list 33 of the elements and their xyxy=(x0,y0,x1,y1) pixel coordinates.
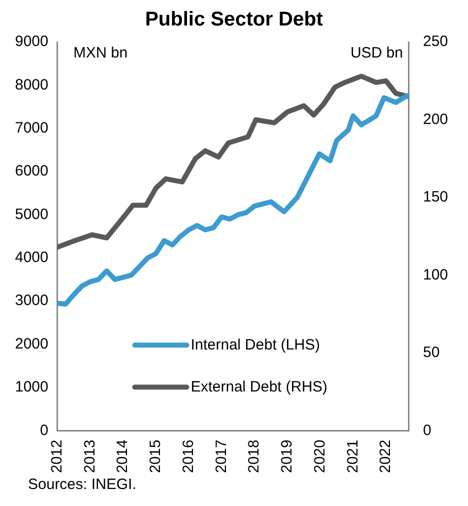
y2-tick-label: 150 xyxy=(422,188,448,206)
y-tick-label: 7000 xyxy=(14,120,48,137)
y-tick-label: 2000 xyxy=(14,335,48,352)
y-tick-label: 9000 xyxy=(14,33,48,50)
y2-axis-title: USD bn xyxy=(350,44,403,62)
y-tick-label: 4000 xyxy=(14,249,48,266)
y-tick-label: 8000 xyxy=(14,76,48,94)
x-tick-label: 2020 xyxy=(311,440,328,474)
x-tick-label: 2014 xyxy=(114,440,132,474)
x-tick-label: 2015 xyxy=(147,440,164,474)
y-tick-label: 1000 xyxy=(14,378,48,396)
legend-label: Internal Debt (LHS) xyxy=(190,336,320,354)
x-tick-label: 2021 xyxy=(344,440,362,474)
y2-tick-label: 100 xyxy=(422,266,448,284)
x-tick-label: 2018 xyxy=(246,440,263,474)
x-tick-label: 2012 xyxy=(48,440,66,474)
y-axis-title: MXN bn xyxy=(73,44,128,62)
y2-tick-label: 200 xyxy=(422,110,448,128)
y-tick-label: 5000 xyxy=(14,206,48,223)
x-tick-label: 2022 xyxy=(377,440,394,474)
x-tick-label: 2013 xyxy=(81,440,98,474)
y2-tick-label: 50 xyxy=(422,344,440,362)
x-tick-label: 2016 xyxy=(180,440,197,474)
y-tick-label: 3000 xyxy=(14,292,48,310)
x-tick-label: 2017 xyxy=(212,440,230,474)
source-note: Sources: INEGI. xyxy=(28,476,138,493)
y2-tick-label: 0 xyxy=(422,422,432,439)
legend-label: External Debt (RHS) xyxy=(190,378,328,396)
y-tick-label: 6000 xyxy=(14,162,48,180)
y-tick-label: 0 xyxy=(40,422,48,439)
y2-tick-label: 250 xyxy=(422,33,448,50)
chart-title: Public Sector Debt xyxy=(145,8,324,31)
x-tick-label: 2019 xyxy=(278,440,296,474)
